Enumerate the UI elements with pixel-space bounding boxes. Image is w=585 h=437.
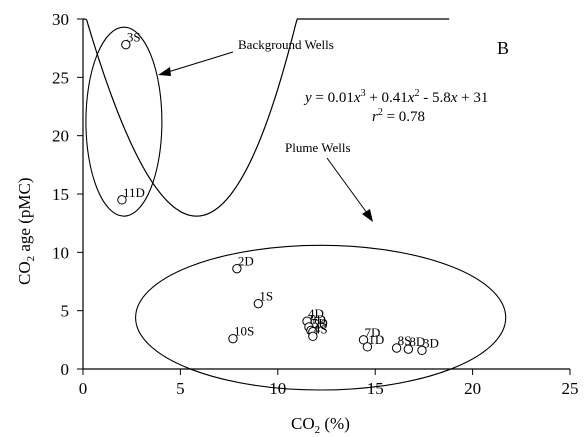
- point-label: 7D: [365, 325, 381, 340]
- plume-wells-arrow: [326, 157, 368, 214]
- data-point: [362, 342, 373, 352]
- point-label: 11D: [123, 185, 145, 200]
- fit-curve: [83, 18, 450, 217]
- point-label: 1D: [368, 332, 384, 347]
- point-label: 8D: [310, 312, 326, 327]
- data-point: [358, 335, 369, 345]
- y-tick-label: 0: [61, 360, 70, 379]
- x-tick-label: 0: [79, 379, 88, 398]
- y-axis-title: CO2 age (pMC): [15, 178, 37, 286]
- background-wells-arrow: [167, 51, 234, 73]
- plume-wells-label: Plume Wells: [285, 140, 351, 155]
- data-point: [308, 331, 318, 342]
- point-label: 3S: [127, 30, 141, 45]
- data-point: [253, 298, 264, 309]
- y-tick-label: 30: [52, 10, 69, 29]
- data-point: [403, 344, 414, 354]
- point-label: 3D: [423, 335, 439, 350]
- y-tick-label: 20: [52, 127, 69, 146]
- data-point: [417, 345, 427, 356]
- point-label: 2D: [238, 254, 254, 269]
- point-label: 5D: [312, 316, 328, 331]
- plume-wells-arrowhead: [362, 209, 373, 222]
- x-tick-label: 15: [367, 379, 384, 398]
- point-label: 1S: [259, 289, 273, 304]
- data-point: [117, 195, 127, 205]
- point-label: 8S: [398, 333, 412, 348]
- data-point: [228, 333, 238, 344]
- y-tick-label: 25: [52, 68, 69, 87]
- x-tick-label: 5: [176, 379, 185, 398]
- y-tick-label: 10: [52, 243, 69, 262]
- plume-wells-ellipse: [135, 244, 507, 391]
- x-tick-label: 20: [464, 379, 481, 398]
- data-point: [121, 39, 131, 50]
- point-label: 10S: [234, 324, 254, 339]
- background-wells-label: Background Wells: [238, 37, 334, 52]
- y-tick-label: 15: [52, 185, 69, 204]
- point-label: 4S: [314, 321, 328, 336]
- y-tick-label: 5: [61, 302, 70, 321]
- x-axis-title: CO2 (%): [291, 414, 350, 436]
- point-label: 4D: [308, 306, 324, 321]
- point-label: 8D: [409, 334, 425, 349]
- point-label: 2S: [314, 317, 328, 332]
- data-point: [391, 343, 402, 353]
- background-wells-arrowhead: [158, 67, 171, 76]
- group-ellipses: [85, 26, 507, 391]
- fit-r-squared: r2 = 0.78: [372, 107, 425, 125]
- panel-label: B: [497, 38, 509, 58]
- x-tick-label: 25: [562, 379, 579, 398]
- data-point: [232, 263, 242, 274]
- background-wells-ellipse: [85, 26, 163, 217]
- fit-equation: y = 0.01x3 + 0.41x2 - 5.8x + 31: [303, 88, 488, 106]
